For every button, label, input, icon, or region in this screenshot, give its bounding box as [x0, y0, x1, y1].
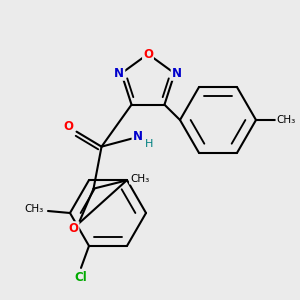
- Text: CH₃: CH₃: [276, 115, 296, 125]
- Text: H: H: [146, 139, 154, 149]
- Text: N: N: [133, 130, 142, 143]
- Text: CH₃: CH₃: [130, 174, 149, 184]
- Text: O: O: [68, 222, 79, 235]
- Text: N: N: [114, 67, 124, 80]
- Text: N: N: [172, 67, 182, 80]
- Text: CH₃: CH₃: [24, 204, 44, 214]
- Text: O: O: [143, 47, 153, 61]
- Text: O: O: [64, 120, 74, 133]
- Text: Cl: Cl: [75, 272, 87, 284]
